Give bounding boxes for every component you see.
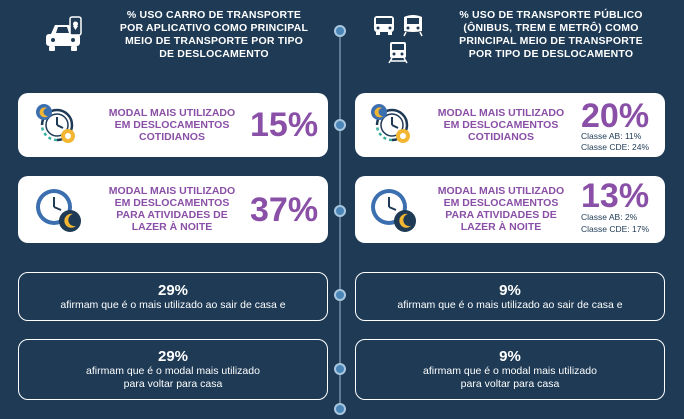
class-cde-stat: Classe CDE: 24%	[581, 142, 650, 152]
card-percentage: 13%	[581, 177, 650, 215]
divider-dot	[334, 25, 346, 37]
divider-dot	[334, 119, 346, 131]
card-percentage: 37%	[250, 191, 319, 229]
card-percentage: 20%	[581, 97, 650, 135]
card-label: MODAL MAIS UTILIZADO EM DESLOCAMENTOS PA…	[108, 185, 236, 233]
left-card-night: MODAL MAIS UTILIZADO EM DESLOCAMENTOS PA…	[18, 176, 328, 243]
right-card-daily: MODAL MAIS UTILIZADO EM DESLOCAMENTOS CO…	[355, 93, 665, 157]
card-label: MODAL MAIS UTILIZADO EM DESLOCAMENTOS CO…	[437, 107, 565, 143]
divider-dot	[334, 363, 346, 375]
divider-dot	[334, 205, 346, 217]
clock-night-icon	[32, 183, 84, 235]
right-header-title: % USO DE TRANSPORTE PÚBLICO (ÔNIBUS, TRE…	[459, 9, 643, 60]
card-percentage: 15%	[250, 106, 319, 144]
center-divider	[339, 28, 341, 412]
bus-icon	[372, 14, 396, 36]
class-ab-stat: Classe AB: 11%	[581, 131, 642, 141]
left-stat-box-returning: 29% afirmam que é o modal mais utilizado…	[18, 339, 328, 400]
divider-dot	[334, 289, 346, 301]
clock-night-icon	[367, 183, 419, 235]
right-card-night: MODAL MAIS UTILIZADO EM DESLOCAMENTOS PA…	[355, 176, 665, 243]
right-stat-box-returning: 9% afirmam que é o modal mais utilizado …	[355, 339, 665, 400]
metro-icon	[400, 13, 426, 37]
clock-day-icon	[367, 100, 417, 150]
divider-dot	[334, 403, 346, 415]
card-label: MODAL MAIS UTILIZADO EM DESLOCAMENTOS CO…	[108, 107, 236, 143]
card-label: MODAL MAIS UTILIZADO EM DESLOCAMENTOS PA…	[437, 185, 565, 233]
left-header-title: % USO CARRO DE TRANSPORTE POR APLICATIVO…	[119, 9, 309, 60]
left-card-daily: MODAL MAIS UTILIZADO EM DESLOCAMENTOS CO…	[18, 93, 328, 157]
class-ab-stat: Classe AB: 2%	[581, 212, 638, 222]
clock-day-icon	[32, 100, 82, 150]
class-cde-stat: Classe CDE: 17%	[581, 224, 650, 234]
left-stat-box-leaving: 29% afirmam que é o mais utilizado ao sa…	[18, 272, 328, 321]
right-stat-box-leaving: 9% afirmam que é o mais utilizado ao sai…	[355, 272, 665, 321]
car-app-icon	[43, 16, 85, 54]
train-icon	[386, 40, 410, 64]
